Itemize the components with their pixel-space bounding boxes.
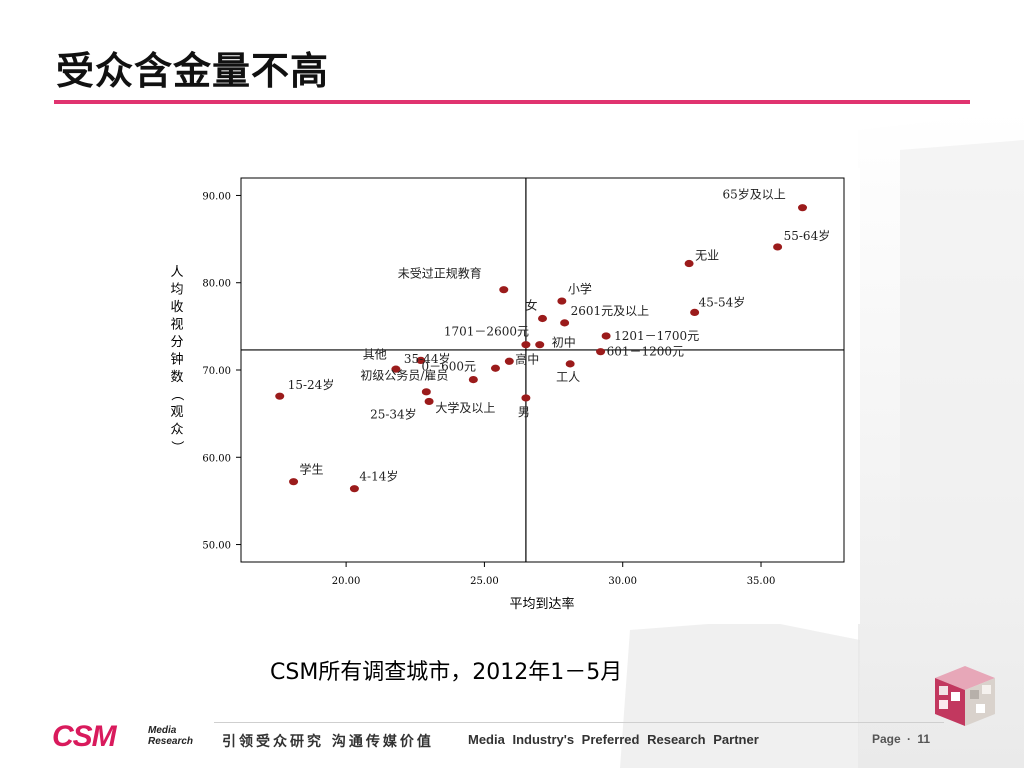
data-point <box>521 394 531 402</box>
data-point <box>557 297 567 305</box>
data-point-label: 初中 <box>552 335 576 350</box>
data-point <box>521 341 531 349</box>
data-point-label: 无业 <box>695 249 719 263</box>
y-axis-label-char: 均 <box>170 283 183 298</box>
data-point-label: 0－600元 <box>421 359 476 373</box>
footer-divider <box>214 722 944 723</box>
data-point-label: 55-64岁 <box>784 228 831 243</box>
page-number: Page · 11 <box>872 732 933 746</box>
page-label: Page <box>872 732 901 746</box>
y-axis-label-char: 众 <box>170 423 183 438</box>
x-axis-label: 平均到达率 <box>509 596 574 612</box>
data-point <box>684 259 694 268</box>
data-point-label: 65岁及以上 <box>723 187 786 202</box>
logo-subtitle-line-1: Media <box>148 725 177 736</box>
data-point <box>596 348 606 356</box>
chart-background <box>160 168 860 624</box>
data-point <box>504 357 514 365</box>
data-point <box>275 392 285 400</box>
y-axis-label-char: 观 <box>170 405 183 420</box>
data-point-label: 2601元及以上 <box>571 304 650 318</box>
data-point-label: 小学 <box>568 281 592 296</box>
x-tick-label: 25.00 <box>470 576 499 587</box>
data-point <box>421 388 431 396</box>
data-point-label: 1701－2600元 <box>444 325 529 339</box>
y-axis-label-char: 人 <box>170 265 183 280</box>
data-point-label: 45-54岁 <box>699 294 746 309</box>
data-point-label: 15-24岁 <box>288 377 335 392</box>
data-point <box>773 243 783 251</box>
y-axis-label-char: ） <box>169 440 184 453</box>
data-point-label: 35-44岁 <box>404 351 451 366</box>
data-point <box>565 360 575 368</box>
y-axis-label-char: 数 <box>170 370 183 385</box>
data-point-label: 大学及以上 <box>435 400 495 415</box>
page-separator: · <box>907 732 912 746</box>
data-points <box>275 204 808 493</box>
photo-cube-icon <box>935 666 995 726</box>
data-point <box>349 485 359 493</box>
x-axis: 20.00 25.00 30.00 35.00 <box>332 562 776 587</box>
data-point-label: 高中 <box>515 351 539 366</box>
data-point-label: 601－1200元 <box>607 345 684 359</box>
y-tick-label: 50.00 <box>202 541 231 552</box>
y-tick-label: 60.00 <box>202 453 231 464</box>
data-point <box>690 308 700 316</box>
y-tick-label: 80.00 <box>202 279 231 290</box>
data-point <box>560 319 570 327</box>
data-point-label: 工人 <box>556 370 580 384</box>
data-point-label: 25-34岁 <box>370 406 417 421</box>
data-point <box>601 332 611 340</box>
source-caption: CSM所有调查城市，2012年1－5月 <box>270 660 623 685</box>
footer-slogan-en: Media Industry's Preferred Research Part… <box>468 732 759 747</box>
reference-lines <box>241 178 844 562</box>
y-axis-label-char: 分 <box>170 335 183 350</box>
data-point-label: 男 <box>518 405 530 419</box>
x-tick-label: 35.00 <box>747 576 776 587</box>
data-point <box>535 341 545 349</box>
y-axis-label-char: 收 <box>170 300 183 315</box>
y-tick-label: 70.00 <box>202 366 231 377</box>
data-point <box>416 356 426 364</box>
footer-slogan-cn: 引领受众研究 沟通传媒价值 <box>222 734 434 750</box>
logo-wordmark: CSM <box>52 720 117 753</box>
y-axis-label-char: 视 <box>170 318 183 333</box>
data-point-label: 4-14岁 <box>359 469 398 484</box>
data-point-label: 未受过正规教育 <box>398 266 482 281</box>
data-point-label: 1201－1700元 <box>614 329 699 343</box>
y-axis-label-char: 钟 <box>170 352 183 368</box>
x-tick-label: 20.00 <box>332 576 361 587</box>
data-point <box>499 286 509 294</box>
page-value: 11 <box>917 732 931 746</box>
logo-subtitle: Media Research <box>148 725 208 747</box>
y-tick-label: 90.00 <box>202 191 231 202</box>
data-point <box>424 397 434 406</box>
data-point-label: 学生 <box>300 462 324 477</box>
x-tick-label: 30.00 <box>608 576 637 587</box>
data-point <box>289 478 299 486</box>
data-point <box>490 364 500 372</box>
slide-title: 受众含金量不高 <box>56 49 330 93</box>
data-point <box>468 376 478 384</box>
data-point-label: 初级公务员/雇员 <box>360 368 448 383</box>
data-point-label: 其他 <box>363 347 387 361</box>
title-underline <box>54 100 970 104</box>
logo-subtitle-line-2: Research <box>148 736 194 747</box>
y-axis-label-char: （ <box>169 388 184 401</box>
data-point <box>538 314 547 323</box>
data-point <box>798 204 808 212</box>
y-axis: 50.00 60.00 70.00 80.00 90.00 <box>202 191 241 552</box>
data-point-label: 女 <box>526 298 538 313</box>
data-point <box>391 365 401 373</box>
